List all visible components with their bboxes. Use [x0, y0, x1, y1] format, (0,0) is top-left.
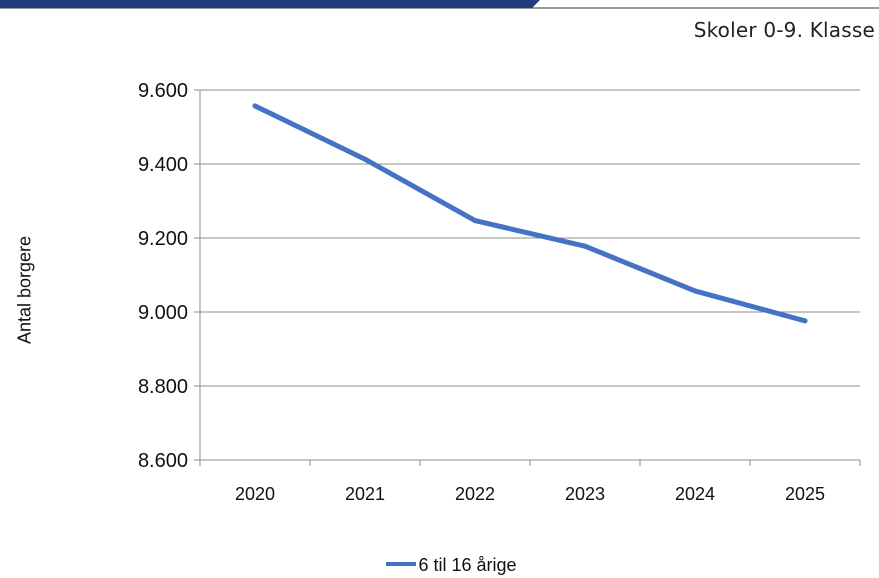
x-tick-label: 2021	[345, 484, 385, 504]
x-tick-label: 2023	[565, 484, 605, 504]
data-point	[472, 218, 478, 224]
data-point	[362, 156, 368, 162]
header-bar	[0, 0, 879, 9]
legend-swatch	[386, 562, 417, 567]
data-point	[692, 288, 698, 294]
x-tick-label: 2024	[675, 484, 715, 504]
chart-caption: Skoler 0-9. Klasse	[693, 18, 875, 42]
data-point	[252, 103, 258, 109]
y-axis-label: Antal borgere	[14, 235, 35, 345]
y-tick-label: 9.400	[138, 154, 188, 176]
y-tick-label: 9.600	[138, 80, 188, 102]
series-line	[252, 103, 808, 324]
x-tick-label: 2020	[235, 484, 275, 504]
legend-label: 6 til 16 årige	[418, 555, 517, 575]
data-point	[802, 318, 808, 324]
y-tick-label: 8.600	[138, 450, 188, 472]
legend: 6 til 16 årige	[0, 555, 879, 576]
x-tick-label: 2025	[785, 484, 825, 504]
y-tick-label: 8.800	[138, 376, 188, 398]
y-tick-label: 9.200	[138, 228, 188, 250]
data-point	[582, 243, 588, 249]
x-tick-label: 2022	[455, 484, 495, 504]
y-tick-label: 9.000	[138, 302, 188, 324]
